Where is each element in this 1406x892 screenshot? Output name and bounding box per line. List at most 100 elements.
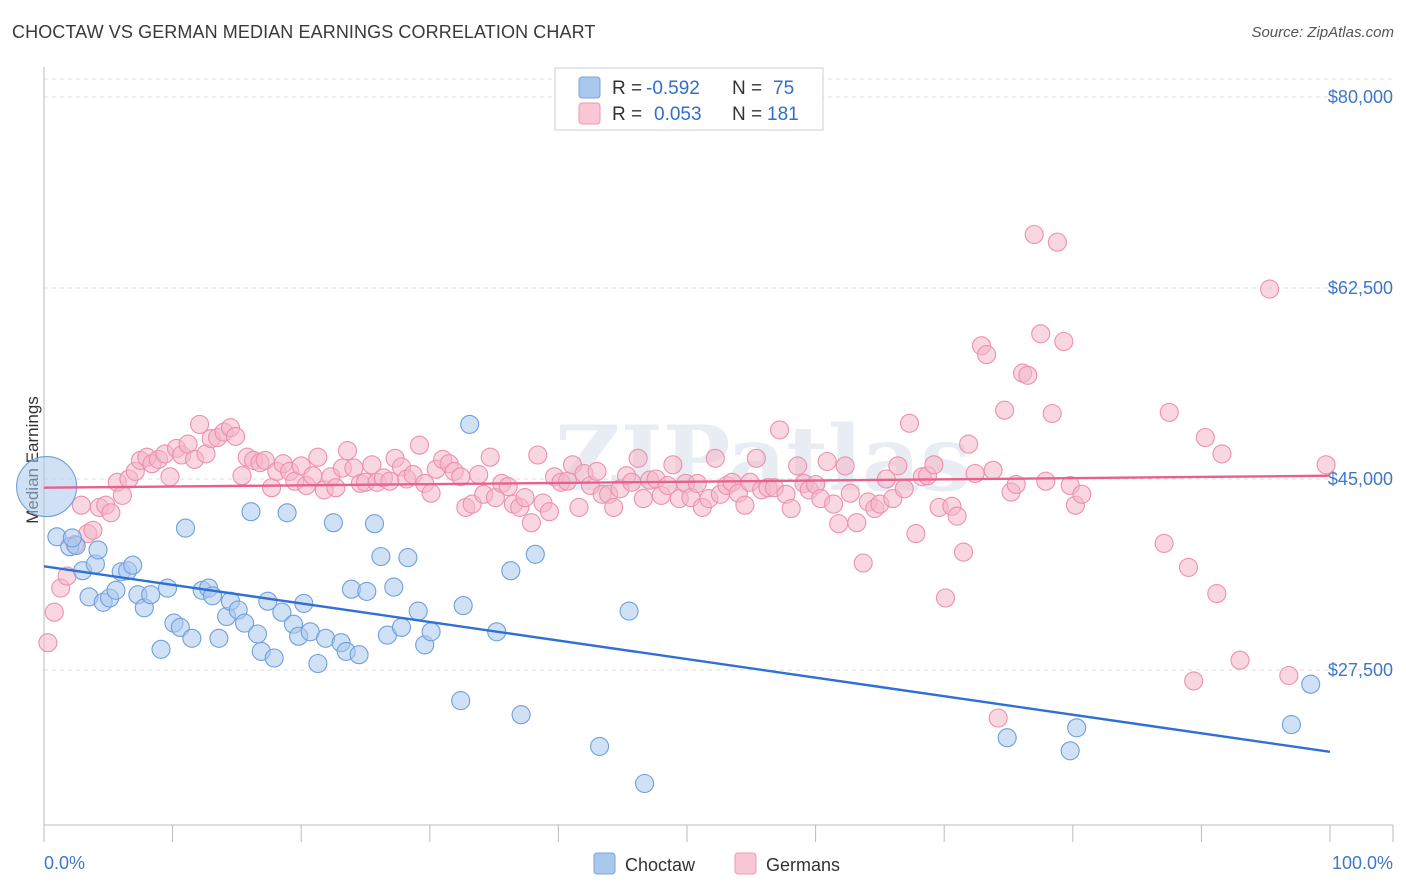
data-point-germans [983,460,1003,480]
y-tick-labels: $27,500 $45,000 $62,500 $80,000 [1328,87,1393,680]
data-point-germans [1279,665,1299,686]
data-point-choctaw [460,414,480,434]
data-point-germans [628,448,648,468]
data-point-choctaw [308,653,328,674]
data-point-germans [953,542,974,562]
data-point-germans [817,451,837,472]
data-point-choctaw [391,617,412,637]
data-point-choctaw [590,736,610,756]
data-point-choctaw [170,617,190,637]
data-point-germans [112,485,132,505]
data-point-germans [888,456,908,476]
data-point-germans [587,461,607,481]
data-point-germans [1154,533,1174,553]
data-point-germans [1018,365,1038,385]
data-point-germans [1072,484,1092,504]
data-point-germans [781,498,801,519]
data-point-germans [1024,224,1044,245]
data-point-germans [469,465,489,485]
data-point-germans [705,448,725,468]
data-point-germans [788,456,808,476]
y-tick-label: $62,500 [1328,278,1393,298]
data-point-germans [829,514,849,534]
data-point-choctaw [277,503,297,523]
data-point-germans [770,420,790,440]
data-point-choctaw [209,628,229,648]
data-point-choctaw [364,514,385,534]
data-point-choctaw [123,555,143,575]
x-tick-max: 100.0% [1332,853,1393,873]
data-point-germans [409,435,430,455]
legend-r-label-1: R = [612,78,642,99]
data-point-choctaw [258,591,278,611]
data-point-germans [988,708,1008,728]
data-point-germans [1178,557,1199,577]
data-point-germans [71,495,91,515]
data-point-germans [557,471,577,491]
grid-lines [44,78,1393,671]
trend-line-choctaw [43,565,1331,754]
legend-n-value-1: 75 [773,78,794,99]
bottom-legend-label-choctaw: Choctaw [625,855,696,875]
data-point-choctaw [247,624,268,644]
data-point-choctaw [525,544,545,564]
data-point-choctaw [635,773,655,794]
data-point-choctaw [235,613,255,633]
data-point-germans [1316,455,1336,475]
data-point-germans [1047,232,1067,252]
data-point-choctaw [182,628,202,648]
data-point-choctaw [272,602,292,622]
data-point-germans [995,400,1015,420]
data-point-choctaw [619,601,639,621]
data-point-germans [226,426,246,446]
data-point-germans [935,588,956,608]
data-point-choctaw [1301,674,1321,694]
data-point-germans [362,455,382,475]
data-point-choctaw [501,561,521,581]
legend-swatch-choctaw [578,76,601,99]
data-point-choctaw [371,546,391,567]
data-point-germans [521,513,541,533]
data-point-choctaw [141,585,161,605]
data-point-germans [906,524,926,544]
data-point-germans [1036,471,1056,491]
data-point-germans [1184,671,1204,691]
data-point-choctaw [106,580,126,600]
data-point-germans [101,503,121,523]
data-point-germans [326,478,346,498]
data-point-choctaw [349,645,369,665]
bottom-legend-swatch-choctaw [593,852,616,875]
data-point-germans [746,448,766,468]
data-point-germans [1260,279,1280,299]
data-point-choctaw [241,502,261,522]
data-point-germans [569,497,589,517]
legend-r-value-2: 0.053 [654,104,702,125]
trend-line-germans [43,474,1331,489]
data-point-germans [663,455,683,475]
data-point-choctaw [264,648,284,668]
y-tick-label: $80,000 [1328,87,1393,107]
series-legend: Choctaw Germans [593,852,840,875]
data-point-choctaw [511,705,531,725]
data-point-germans [835,456,855,476]
data-point-germans [1006,474,1026,495]
data-point-germans [977,345,997,365]
data-point-choctaw [1067,718,1087,738]
data-point-germans [1042,403,1062,424]
data-point-choctaw [62,528,82,548]
data-point-germans [947,506,967,526]
data-point-choctaw [453,596,473,616]
data-point-germans [83,520,103,540]
legend-r-value-1: -0.592 [646,78,700,99]
data-point-choctaw [1281,715,1301,735]
data-point-choctaw [398,548,418,568]
series-choctaw [16,414,1321,794]
data-point-germans [924,455,944,475]
data-point-germans [539,502,559,522]
data-point-germans [255,450,275,470]
trend-lines [43,474,1331,754]
data-point-germans [44,602,64,622]
legend-n-label-2: N = [732,104,762,125]
x-tick-min: 0.0% [44,853,85,873]
